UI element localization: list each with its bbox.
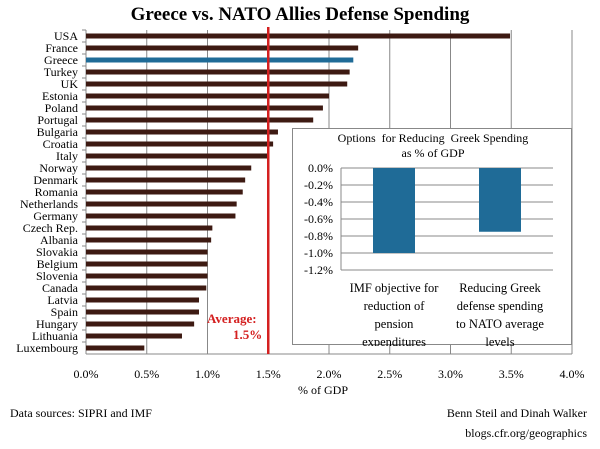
category-label: Estonia (42, 89, 79, 103)
average-label-line1: Average: (207, 311, 257, 326)
category-label: Romania (35, 185, 79, 199)
bar-latvia (86, 297, 199, 303)
inset-y-tick-label: -0.6% (304, 212, 333, 226)
bar-lithuania (86, 333, 182, 339)
category-label: Italy (56, 149, 78, 163)
category-label: Luxembourg (16, 341, 78, 355)
bar-spain (86, 309, 199, 315)
inset-category-label: Reducing Greek (459, 281, 541, 295)
bar-slovenia (86, 273, 208, 279)
x-axis-label: % of GDP (298, 383, 348, 397)
category-label: Lithuania (32, 329, 79, 343)
chart-title: Greece vs. NATO Allies Defense Spending (130, 4, 470, 25)
category-label: Bulgaria (37, 125, 79, 139)
inset-category-label: pension (375, 317, 415, 331)
category-label: Denmark (33, 173, 78, 187)
category-label: Portugal (37, 113, 78, 127)
inset-plot: 0.0% -0.2% -0.4% -0.6% -0.8% -1.0% -1.2% IMF ob… (304, 161, 553, 346)
category-label: Canada (42, 281, 79, 295)
inset-y-tick-label: 0.0% (308, 161, 333, 175)
bar-poland (86, 105, 323, 111)
data-sources: Data sources: SIPRI and IMF (10, 406, 152, 420)
x-tick-label: 2.5% (377, 367, 402, 381)
x-tick-label: 1.0% (195, 367, 220, 381)
bar-estonia (86, 93, 329, 99)
category-label: Slovenia (36, 269, 79, 283)
category-label: Croatia (43, 137, 79, 151)
bar-albania (86, 237, 212, 243)
bar-greece (86, 57, 354, 63)
bar-netherlands (86, 201, 237, 207)
category-label: UK (61, 77, 79, 91)
source-url: blogs.cfr.org/geographics (465, 426, 587, 440)
x-tick-label: 0.0% (74, 367, 99, 381)
inset-y-tick-label: -0.8% (304, 229, 333, 243)
x-tick-label: 3.0% (438, 367, 463, 381)
category-label: Hungary (36, 317, 78, 331)
inset-category-label: levels (485, 335, 514, 346)
bar-turkey (86, 69, 350, 75)
x-tick-label: 1.5% (256, 367, 281, 381)
inset-category-label: defense spending (457, 299, 544, 313)
inset-y-tick-label: -0.4% (304, 195, 333, 209)
x-tick-label: 0.5% (134, 367, 159, 381)
bar-romania (86, 189, 243, 195)
category-label: Albania (40, 233, 79, 247)
category-label: Slovakia (36, 245, 79, 259)
x-tick-label: 4.0% (560, 367, 585, 381)
bar-uk (86, 81, 348, 87)
bar-croatia (86, 141, 274, 147)
bar-belgium (86, 261, 208, 267)
x-tick-label: 3.5% (499, 367, 524, 381)
bar-slovakia (86, 249, 208, 255)
average-label-line2: 1.5% (233, 327, 263, 342)
category-label: Germany (33, 209, 78, 223)
bar-germany (86, 213, 236, 219)
category-label: Poland (45, 101, 78, 115)
category-label: Netherlands (20, 197, 78, 211)
inset-category-label: expenditures (362, 335, 426, 346)
inset-title-line1: Options for Reducing Greek Spending (337, 131, 529, 145)
category-label: Latvia (47, 293, 78, 307)
inset-bar (479, 168, 521, 232)
inset-bar (373, 168, 415, 253)
bar-czech-rep- (86, 225, 213, 231)
inset-y-tick-label: -1.2% (304, 263, 333, 277)
category-label: Turkey (44, 65, 78, 79)
inset-title-line2: as % of GDP (401, 146, 465, 160)
inset-y-tick-label: -0.2% (304, 178, 333, 192)
inset-category-label: reduction of (364, 299, 426, 313)
category-label: Belgium (37, 257, 79, 271)
inset-category-label: to NATO average (456, 317, 544, 331)
bar-usa (86, 33, 511, 39)
category-label: Greece (44, 53, 78, 67)
inset-category-label: IMF objective for (350, 281, 440, 295)
bar-canada (86, 285, 207, 291)
inset-y-tick-label: -1.0% (304, 246, 333, 260)
bar-luxembourg (86, 345, 145, 351)
authors: Benn Steil and Dinah Walker (446, 406, 587, 420)
bar-portugal (86, 117, 314, 123)
category-label: Czech Rep. (23, 221, 78, 235)
category-label: Norway (39, 161, 78, 175)
bar-hungary (86, 321, 195, 327)
category-label: France (45, 41, 78, 55)
bar-france (86, 45, 359, 51)
category-label: USA (54, 29, 78, 43)
bar-italy (86, 153, 268, 159)
inset-chart: Options for Reducing Greek Spending as %… (292, 128, 572, 346)
bar-denmark (86, 177, 246, 183)
bar-norway (86, 165, 252, 171)
x-tick-label: 2.0% (317, 367, 342, 381)
bar-bulgaria (86, 129, 278, 135)
category-label: Spain (51, 305, 78, 319)
